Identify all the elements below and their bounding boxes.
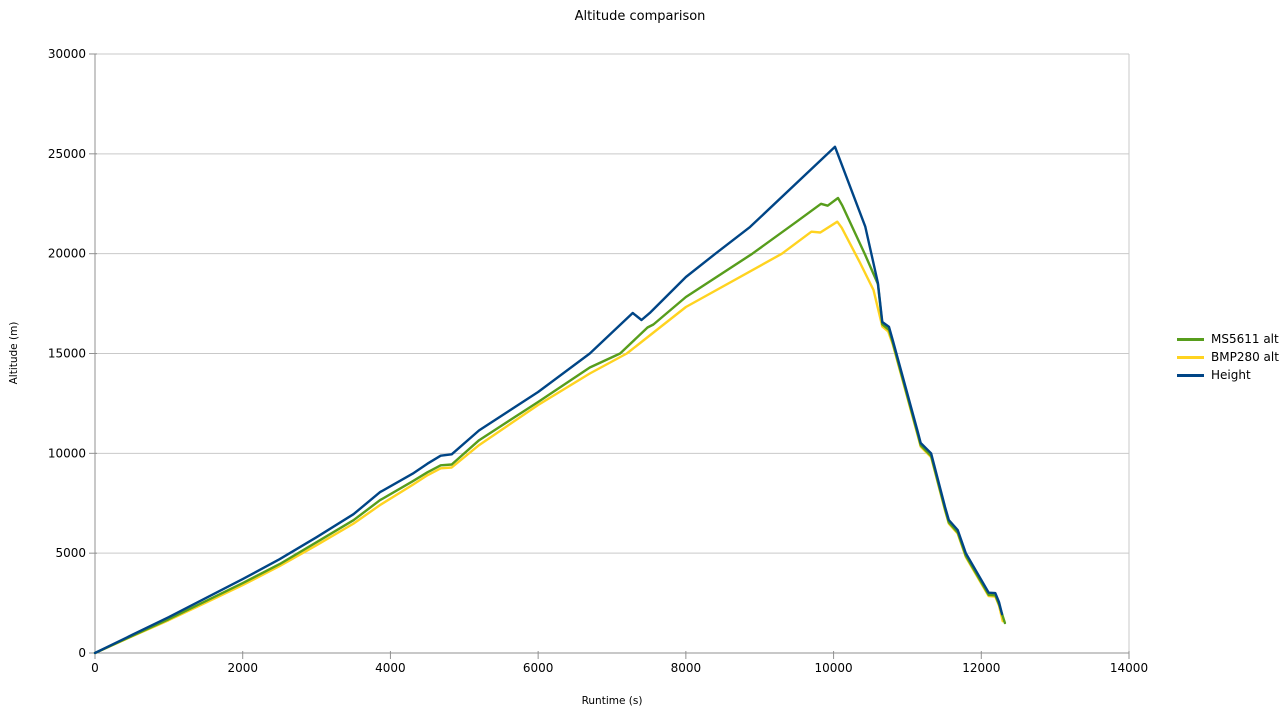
x-tick-label: 12000 <box>962 661 1000 675</box>
legend-label: Height <box>1211 368 1251 382</box>
legend-swatch <box>1177 355 1204 359</box>
x-tick-label: 2000 <box>227 661 258 675</box>
legend-swatch <box>1177 373 1204 377</box>
x-tick-label: 4000 <box>375 661 406 675</box>
legend-swatch <box>1177 337 1204 341</box>
y-axis-title: Altitude (m) <box>8 321 20 385</box>
y-tick-label: 25000 <box>48 147 86 161</box>
y-tick-label: 30000 <box>48 47 86 61</box>
legend-item-height: Height <box>1177 366 1279 384</box>
x-tick-label: 0 <box>91 661 99 675</box>
x-tick-label: 8000 <box>671 661 702 675</box>
legend: MS5611 alt BMP280 alt Height <box>1177 330 1279 384</box>
x-axis-title: Runtime (s) <box>581 695 643 707</box>
series-line-height <box>93 145 1004 655</box>
x-tick-label: 10000 <box>814 661 852 675</box>
y-tick-label: 5000 <box>55 546 86 560</box>
legend-label: BMP280 alt <box>1211 350 1279 364</box>
x-tick-label: 6000 <box>523 661 554 675</box>
legend-item-ms5611-alt: MS5611 alt <box>1177 330 1279 348</box>
x-tick-label: 14000 <box>1110 661 1148 675</box>
y-tick-label: 10000 <box>48 446 86 460</box>
y-tick-label: 0 <box>78 646 86 660</box>
y-tick-label: 15000 <box>48 347 86 361</box>
y-tick-label: 20000 <box>48 247 86 261</box>
legend-label: MS5611 alt <box>1211 332 1279 346</box>
chart-title: Altitude comparison <box>574 9 706 24</box>
legend-item-bmp280-alt: BMP280 alt <box>1177 348 1279 366</box>
